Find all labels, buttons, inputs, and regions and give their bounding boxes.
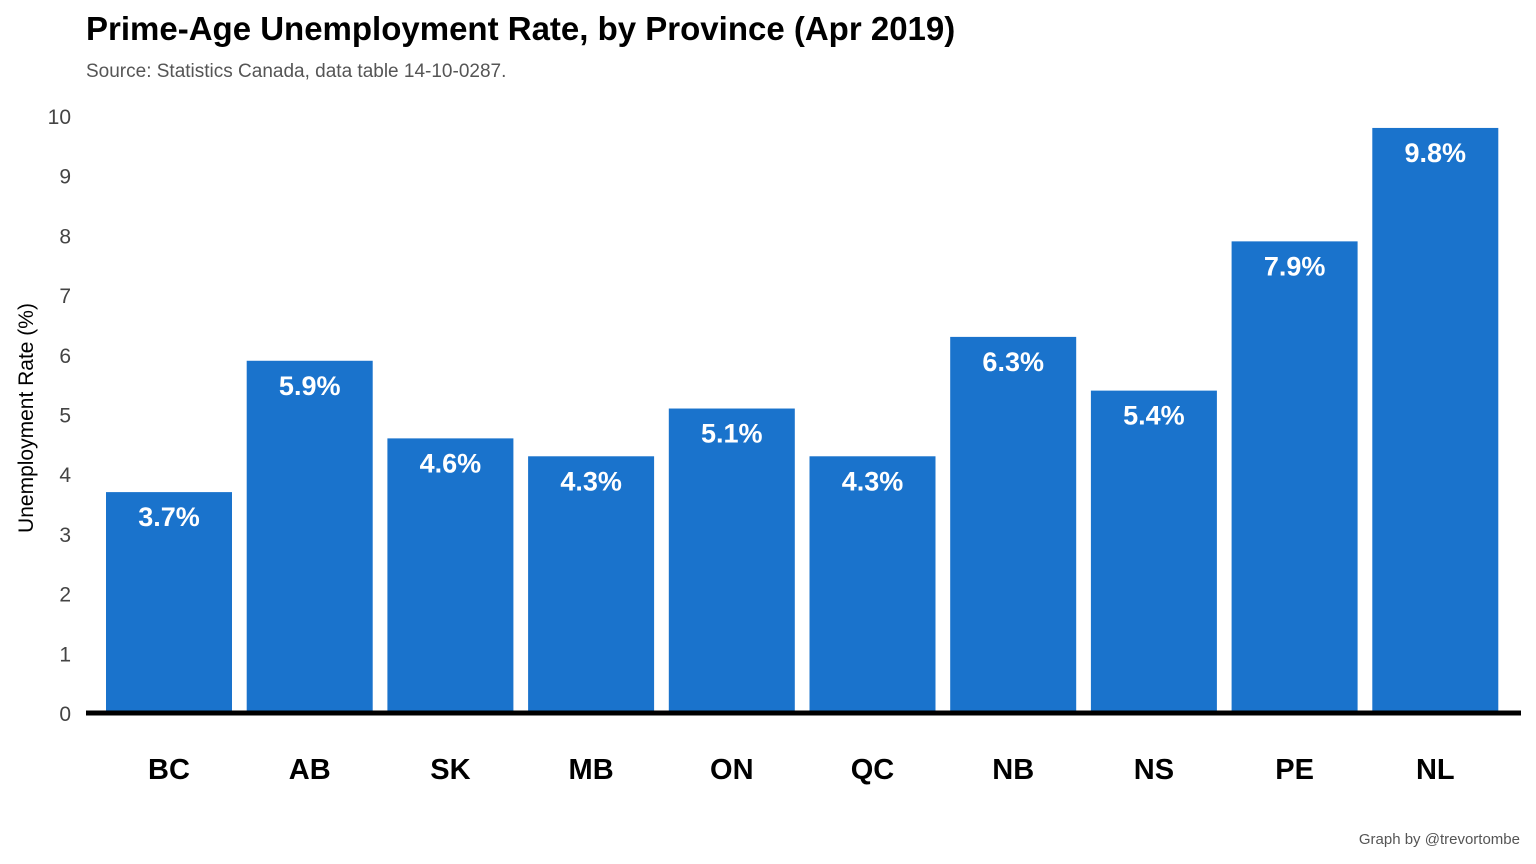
x-tick-label: SK (430, 754, 470, 786)
y-tick-label: 7 (59, 285, 71, 308)
y-tick-label: 1 (59, 643, 71, 666)
x-tick-label: QC (851, 754, 895, 786)
y-tick-label: 3 (59, 524, 71, 547)
bar-value-label: 3.7% (138, 502, 200, 532)
bar-ns (1090, 390, 1217, 713)
bar-nl (1372, 127, 1499, 713)
bar-mb (528, 456, 655, 713)
bar-nb (950, 336, 1077, 713)
y-axis-ticks: 0 1 2 3 4 5 6 7 8 9 10 (48, 106, 72, 726)
bar-value-labels: 3.7% 5.9% 4.6% 4.3% 5.1% 4.3% 6.3% 5.4% 7.9% 9.8% (138, 138, 1466, 532)
bars-group (106, 127, 1499, 713)
bar-bc (106, 492, 232, 713)
chart-subtitle: Source: Statistics Canada, data table 14… (86, 61, 507, 82)
bar-qc (809, 456, 936, 713)
x-tick-label: BC (148, 754, 190, 786)
bar-value-label: 5.9% (279, 371, 341, 401)
y-tick-label: 4 (59, 464, 71, 487)
x-tick-label: NS (1134, 754, 1174, 786)
bar-value-label: 9.8% (1405, 138, 1467, 168)
bar-on (668, 408, 795, 713)
x-tick-label: MB (569, 754, 614, 786)
x-tick-label: PE (1275, 754, 1314, 786)
bar-sk (387, 438, 514, 713)
bar-pe (1231, 241, 1358, 713)
y-axis-label: Unemployment Rate (%) (15, 303, 38, 533)
y-tick-label: 9 (59, 166, 71, 189)
x-tick-label: NL (1416, 754, 1455, 786)
bar-value-label: 5.1% (701, 419, 763, 449)
y-tick-label: 0 (59, 703, 71, 726)
bar-value-label: 6.3% (982, 347, 1044, 377)
bar-ab (246, 360, 373, 713)
x-tick-label: ON (710, 754, 754, 786)
y-tick-label: 10 (48, 106, 71, 129)
x-tick-label: NB (992, 754, 1034, 786)
x-tick-label: AB (289, 754, 331, 786)
y-tick-label: 8 (59, 225, 71, 248)
chart-title: Prime-Age Unemployment Rate, by Province… (86, 10, 956, 47)
x-axis-ticks: BC AB SK MB ON QC NB NS PE NL (148, 754, 1455, 786)
bar-value-label: 5.4% (1123, 401, 1185, 431)
bar-value-label: 7.9% (1264, 251, 1326, 281)
bar-value-label: 4.6% (420, 448, 482, 478)
y-tick-label: 6 (59, 345, 71, 368)
bar-value-label: 4.3% (560, 466, 622, 496)
y-tick-label: 5 (59, 405, 71, 428)
credit-text: Graph by @trevortombe (1358, 831, 1520, 848)
bar-value-label: 4.3% (842, 466, 904, 496)
y-tick-label: 2 (59, 584, 71, 607)
